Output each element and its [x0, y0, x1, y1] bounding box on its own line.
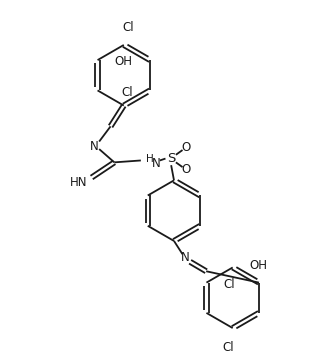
Text: O: O — [182, 163, 191, 176]
Text: N: N — [90, 140, 99, 153]
Text: OH: OH — [115, 55, 133, 69]
Text: HN: HN — [70, 176, 87, 189]
Text: N: N — [181, 251, 190, 264]
Text: H: H — [146, 154, 154, 164]
Text: Cl: Cl — [121, 86, 133, 99]
Text: N: N — [152, 157, 160, 170]
Text: S: S — [167, 152, 175, 165]
Text: Cl: Cl — [123, 21, 134, 34]
Text: Cl: Cl — [223, 278, 235, 291]
Text: Cl: Cl — [222, 341, 234, 354]
Text: OH: OH — [250, 259, 268, 272]
Text: O: O — [182, 141, 191, 154]
